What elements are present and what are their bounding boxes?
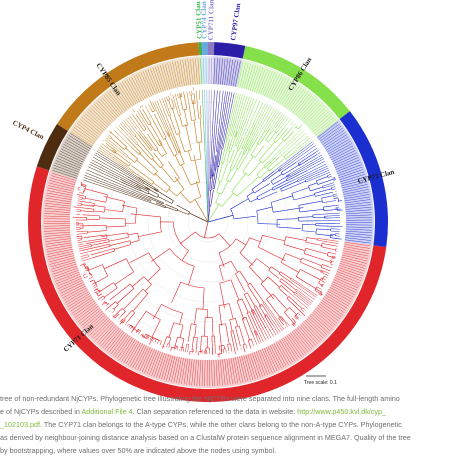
cyp74-clan-label: CYP74 Clan [200,1,209,39]
caption-line-2: e of NjCYPs described in Additional File… [0,405,470,418]
caption-line-5: by bootstrapping, where values over 50% … [0,446,277,455]
pdf-link[interactable]: _102103.pdf [0,420,40,429]
guide-circle [107,121,309,323]
additional-file-link[interactable]: Additional File 4 [81,407,133,416]
guide-circle [127,141,289,303]
cyp74-clan-tip-band [202,56,208,85]
tip-label-band [41,56,374,389]
caption-text: . Clan separation referenced to the data… [132,407,298,416]
cyp97-clan-branches [207,90,235,223]
caption-line-1: tree of non-redundant NjCYPs. Phylogenet… [0,394,400,403]
cyp86-clan-ring [242,45,350,120]
figure-caption: tree of non-redundant NjCYPs. Phylogenet… [0,392,470,457]
clan-rings [28,42,389,402]
cyp86-clan-branches [207,93,312,223]
cyp85-clan-ring [57,42,200,132]
guide-circle [147,161,269,283]
guide-circle [87,101,329,343]
scale-bar: Tree scale: 0.1 [304,375,337,386]
caption-text: . The CYP71 clan belongs to the A-type C… [39,420,402,429]
cyp4-clan-branches [82,150,209,223]
tree-branches [72,87,343,358]
cyp85-clan-tip-band [68,56,201,147]
cyp72-clan-ring [339,111,389,248]
cyp97-clan-ring [213,42,246,59]
cyp4-clan-label: CYP4 Clan [11,119,45,142]
cyp51-clan-label: CYP51 Clan [194,1,204,39]
website-link[interactable]: http://www.p450.kvl.dk/cyp_ [297,407,386,416]
cyp71-clan-branches [72,181,339,358]
cyp711-clan-tip-band [208,56,214,85]
cyp4-clan-ring [36,123,68,171]
cyp711-clan-label: CYP711 Clan [207,0,216,40]
cyp74-clan-ring [201,42,208,56]
scale-bar-label: Tree scale: 0.1 [304,380,337,386]
caption-line-3: _102103.pdf. The CYP71 clan belongs to t… [0,418,470,431]
cyp85-clan-branches [97,87,209,223]
cyp72-clan-branches [207,141,343,240]
caption-line-4: as derived by neighbour-joining distance… [0,433,411,442]
cyp86-clan-tip-band [236,59,339,138]
cyp97-clan-tip-band [212,56,243,88]
cyp711-clan-ring [208,42,215,56]
cyp51-clan-ring [198,42,203,56]
cyp711-clan-branches [207,90,212,223]
cyp97-clan-label: CYP97 Clan [229,3,242,41]
caption-text: e of NjCYPs described in [0,407,82,416]
concentric-guides [87,101,329,343]
cyp71-clan-tip-band [41,170,373,389]
